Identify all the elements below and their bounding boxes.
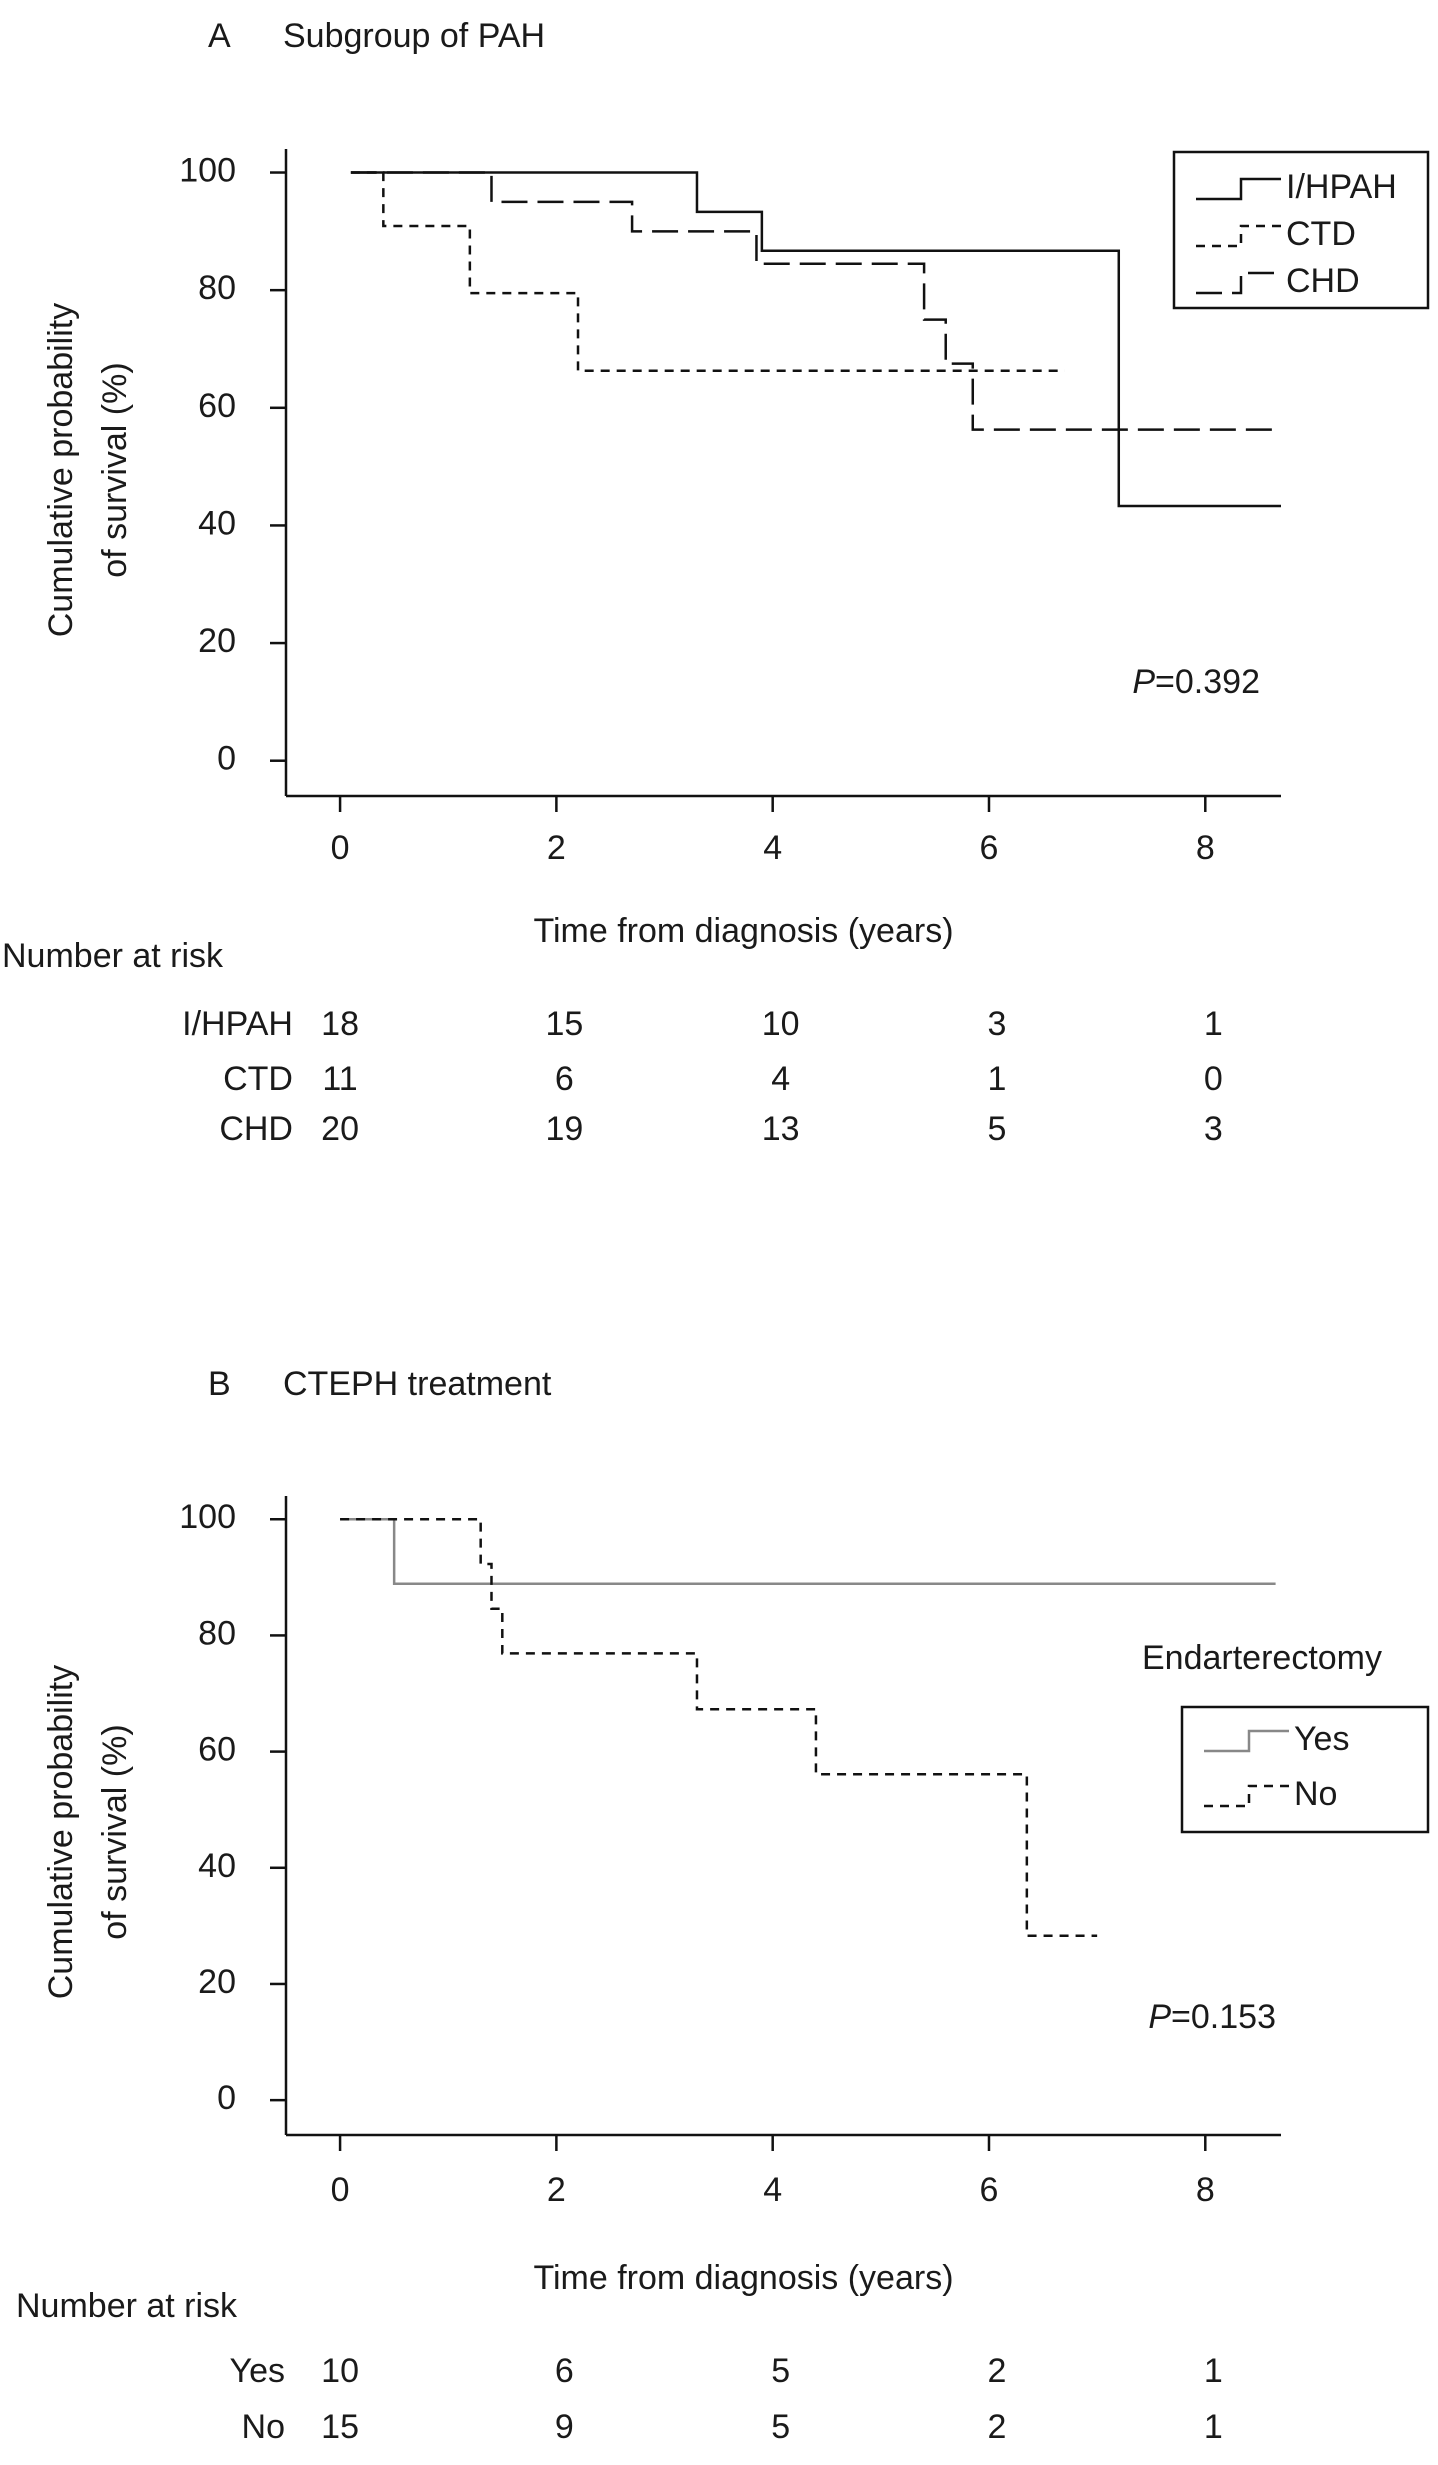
x-tick-label: 6 [980,2171,999,2209]
x-axis-label: Time from diagnosis (years) [533,2259,953,2297]
risk-count: 1 [1204,2352,1223,2390]
y-tick-label: 40 [198,504,236,542]
survival-line [350,171,1281,431]
risk-row-name: CTD [223,1060,293,1098]
y-axis-label: Cumulative probability [42,1665,80,2000]
legend-swatch [1204,1729,1289,1753]
survival-line [340,1517,1098,1937]
risk-count: 15 [545,1005,583,1043]
legend-label: I/HPAH [1286,168,1397,206]
y-tick-label: 100 [179,152,236,190]
risk-row-name: No [242,2408,285,2446]
y-tick-label: 60 [198,387,236,425]
x-tick-label: 6 [980,829,999,867]
survival-line [350,171,1281,508]
chart-title: Subgroup of PAH [283,17,545,55]
risk-count: 6 [555,2352,574,2390]
p-value: P=0.392 [1132,663,1260,701]
y-tick-label: 80 [198,1614,236,1652]
risk-count: 1 [1204,2408,1223,2446]
risk-title: Number at risk [2,937,224,975]
risk-count: 15 [321,2408,359,2446]
risk-count: 5 [771,2352,790,2390]
chart-title: CTEPH treatment [283,1365,552,1403]
risk-count: 1 [988,1060,1007,1098]
y-tick-label: 0 [217,2079,236,2117]
x-tick-label: 0 [331,2171,350,2209]
legend-swatch [1204,1784,1289,1808]
panel-letter: B [208,1365,231,1403]
legend-swatch [1196,224,1281,248]
y-axis-label: Cumulative probability [42,303,80,638]
risk-count: 10 [321,2352,359,2390]
y-axis-label: of survival (%) [96,362,134,577]
risk-row-name: I/HPAH [182,1005,293,1043]
risk-count: 5 [988,1110,1007,1148]
risk-title: Number at risk [16,2287,238,2325]
y-tick-label: 20 [198,622,236,660]
risk-count: 2 [988,2352,1007,2390]
risk-count: 13 [762,1110,800,1148]
legend-swatch [1196,177,1281,201]
survival-line [350,171,1065,372]
y-tick-label: 40 [198,1847,236,1885]
risk-count: 6 [555,1060,574,1098]
legend-label: Yes [1294,1720,1349,1758]
risk-count: 5 [771,2408,790,2446]
y-axis-label: of survival (%) [96,1724,134,1939]
risk-count: 20 [321,1110,359,1148]
risk-count: 3 [988,1005,1007,1043]
legend-box [1180,1705,1430,1834]
risk-row-name: Yes [230,2352,285,2390]
risk-count: 2 [988,2408,1007,2446]
y-tick-label: 0 [217,740,236,778]
risk-count: 19 [545,1110,583,1148]
x-tick-label: 8 [1196,2171,1215,2209]
survival-line [340,1517,1276,1585]
legend-label: CHD [1286,262,1360,300]
legend-box [1172,150,1430,310]
risk-count: 4 [771,1060,790,1098]
y-tick-label: 80 [198,269,236,307]
legend-label: CTD [1286,215,1356,253]
risk-count: 11 [322,1060,357,1098]
legend-title: Endarterectomy [1142,1639,1382,1677]
x-tick-label: 8 [1196,829,1215,867]
y-tick-label: 60 [198,1731,236,1769]
legend-swatch [1196,271,1281,295]
risk-count: 18 [321,1005,359,1043]
risk-row-name: CHD [219,1110,293,1148]
risk-count: 1 [1204,1005,1223,1043]
x-tick-label: 4 [763,829,782,867]
risk-count: 9 [555,2408,574,2446]
y-tick-label: 100 [179,1498,236,1536]
risk-count: 3 [1204,1110,1223,1148]
y-tick-label: 20 [198,1963,236,2001]
legend-label: No [1294,1775,1337,1813]
panel-letter: A [208,17,231,55]
risk-count: 10 [762,1005,800,1043]
x-tick-label: 2 [547,829,566,867]
x-tick-label: 2 [547,2171,566,2209]
p-value: P=0.153 [1148,1998,1276,2036]
x-tick-label: 0 [331,829,350,867]
x-tick-label: 4 [763,2171,782,2209]
risk-count: 0 [1204,1060,1223,1098]
x-axis-label: Time from diagnosis (years) [533,912,953,950]
